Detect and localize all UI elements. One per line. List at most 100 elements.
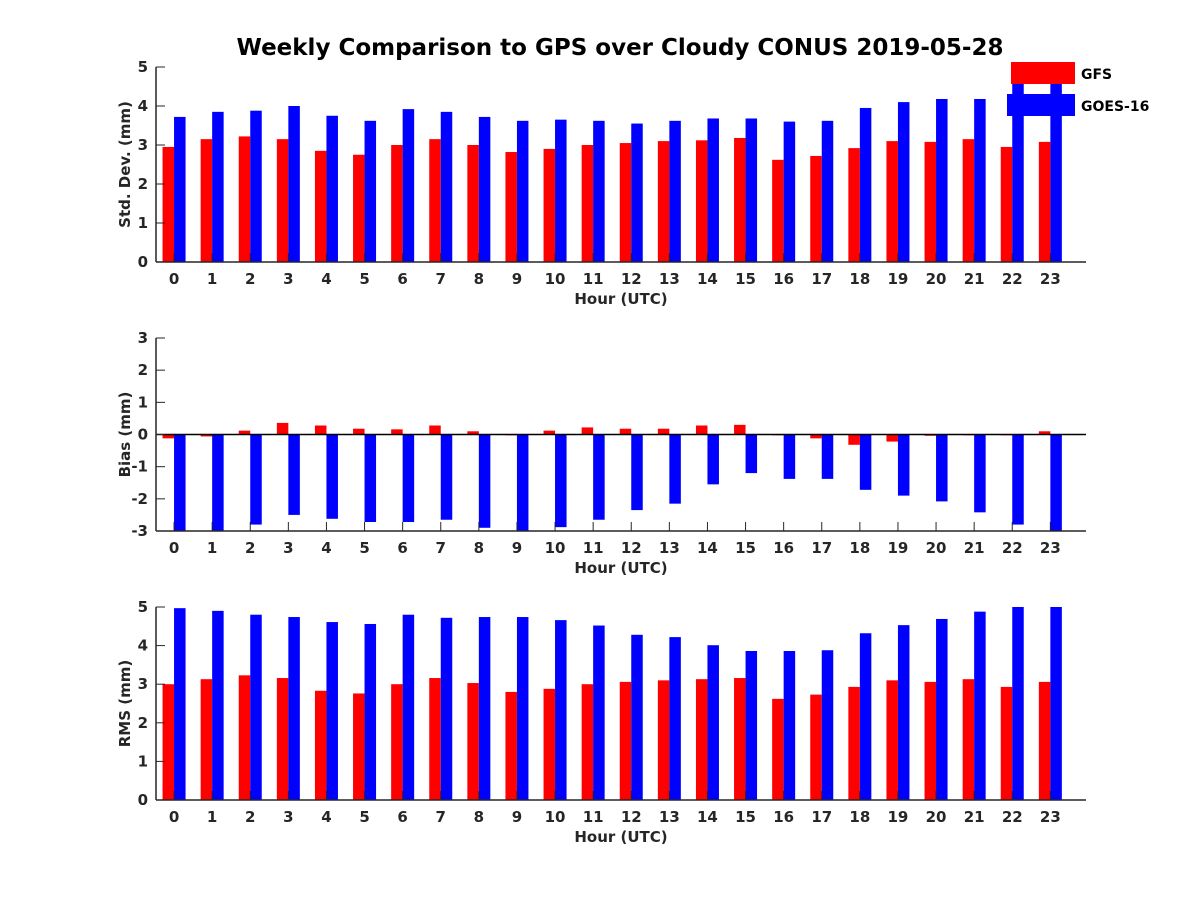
x-tick-label: 18 [849,808,870,826]
x-tick-label: 8 [474,808,484,826]
bar-gfs-hour-9 [505,691,517,800]
bar-gfs-hour-2 [238,675,251,800]
bar-gfs-hour-12 [619,143,632,262]
y-tick-label: 3 [138,675,148,693]
y-axis-label: RMS (mm) [116,660,134,747]
bar-goes16-hour-23 [1050,607,1062,800]
x-tick-label: 2 [245,539,255,557]
bar-gfs-hour-15 [734,137,746,262]
x-tick-label: 23 [1040,808,1061,826]
bar-gfs-hour-17 [810,694,822,800]
x-tick-label: 17 [811,270,832,288]
bar-goes16-hour-4 [326,622,338,800]
bar-gfs-hour-13 [657,141,670,262]
y-tick-label: 2 [138,175,148,193]
bar-gfs-hour-21 [962,139,975,262]
x-tick-label: 2 [245,270,255,288]
bar-gfs-hour-16 [772,159,784,262]
bar-goes16-hour-13 [669,637,681,800]
x-tick-label: 9 [512,270,522,288]
bar-goes16-hour-11 [593,625,605,800]
bar-gfs-hour-22 [1000,146,1013,262]
x-tick-label: 11 [583,270,604,288]
bars-2 [162,607,1062,800]
bar-goes16-hour-21 [974,611,986,800]
bar-goes16-hour-21 [974,98,986,262]
x-tick-label: 1 [207,270,217,288]
bar-goes16-hour-21 [974,434,986,513]
y-tick-label: -2 [131,490,148,508]
bar-gfs-hour-2 [238,136,251,262]
x-axis-label: Hour (UTC) [574,290,667,308]
x-tick-label: 0 [169,270,179,288]
bar-goes16-hour-6 [402,434,415,522]
bar-gfs-hour-7 [429,425,441,435]
bar-goes16-hour-12 [631,123,643,262]
bar-gfs-hour-20 [924,681,937,800]
x-tick-label: 9 [512,539,522,557]
bar-gfs-hour-6 [391,429,403,435]
bar-goes16-hour-2 [250,110,262,262]
legend-label-goes16: GOES-16 [1081,99,1149,115]
bar-goes16-hour-11 [593,120,605,262]
x-tick-label: 18 [849,539,870,557]
x-tick-label: 7 [436,539,446,557]
x-tick-label: 19 [888,808,909,826]
bar-gfs-hour-11 [581,145,594,262]
bar-goes16-hour-0 [174,608,186,800]
x-tick-label: 23 [1040,539,1061,557]
bar-gfs-hour-12 [619,428,632,435]
bar-gfs-hour-13 [657,428,670,435]
y-tick-label: -3 [131,522,148,540]
y-tick-label: 0 [138,791,148,809]
chart-title: Weekly Comparison to GPS over Cloudy CON… [237,35,1004,61]
bar-gfs-hour-23 [1038,431,1051,435]
bar-goes16-hour-5 [364,623,377,800]
legend-swatch-goes16 [1007,94,1075,116]
x-tick-label: 10 [545,539,566,557]
legend: GFS GOES-16 [1007,62,1149,116]
bar-goes16-hour-9 [516,617,529,800]
bar-gfs-hour-1 [200,679,213,800]
legend-swatch-gfs [1011,62,1075,84]
x-tick-label: 4 [321,539,331,557]
bar-gfs-hour-11 [581,427,594,435]
y-tick-label: 4 [138,637,148,655]
y-tick-label: 5 [138,598,148,616]
bar-goes16-hour-7 [440,617,453,800]
y-tick-label: 0 [138,426,148,444]
bar-goes16-hour-3 [288,617,300,800]
bar-gfs-hour-8 [467,145,479,262]
bar-goes16-hour-13 [669,434,681,504]
bar-goes16-hour-17 [821,650,834,800]
x-tick-label: 7 [436,270,446,288]
bar-gfs-hour-12 [619,681,632,800]
bar-goes16-hour-18 [859,107,872,262]
bar-goes16-hour-8 [478,434,491,528]
bar-goes16-hour-23 [1050,70,1062,262]
bar-goes16-hour-14 [707,434,719,485]
bar-gfs-hour-6 [391,145,403,262]
x-tick-label: 6 [397,270,407,288]
bars-1 [162,422,1062,531]
bar-gfs-hour-6 [391,684,403,800]
bar-goes16-hour-6 [402,109,415,262]
bar-gfs-hour-11 [581,684,594,800]
x-tick-label: 0 [169,539,179,557]
bar-goes16-hour-10 [555,119,567,262]
bar-goes16-hour-14 [707,645,719,800]
bar-gfs-hour-1 [200,434,213,437]
x-tick-label: 15 [735,270,756,288]
x-tick-label: 4 [321,808,331,826]
x-tick-label: 14 [697,539,718,557]
x-tick-label: 16 [773,270,794,288]
y-tick-label: 1 [138,393,148,411]
bar-goes16-hour-8 [478,617,491,800]
bar-goes16-hour-19 [897,102,910,262]
y-tick-label: 2 [138,361,148,379]
x-tick-label: 14 [697,270,718,288]
x-tick-label: 13 [659,539,680,557]
